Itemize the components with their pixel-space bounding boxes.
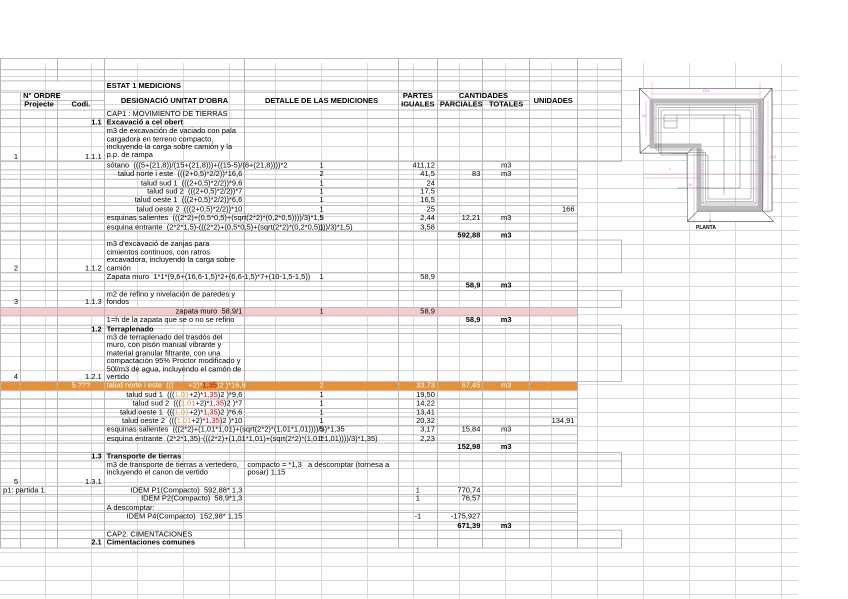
svg-text:10,5: 10,5 <box>770 155 776 159</box>
svg-text:b: b <box>709 219 711 223</box>
svg-text:9,6: 9,6 <box>642 114 647 118</box>
svg-text:7: 7 <box>669 168 671 172</box>
svg-text:PLANTA: PLANTA <box>696 225 716 231</box>
svg-text:10: 10 <box>688 183 692 187</box>
svg-text:19,6: 19,6 <box>703 89 709 93</box>
